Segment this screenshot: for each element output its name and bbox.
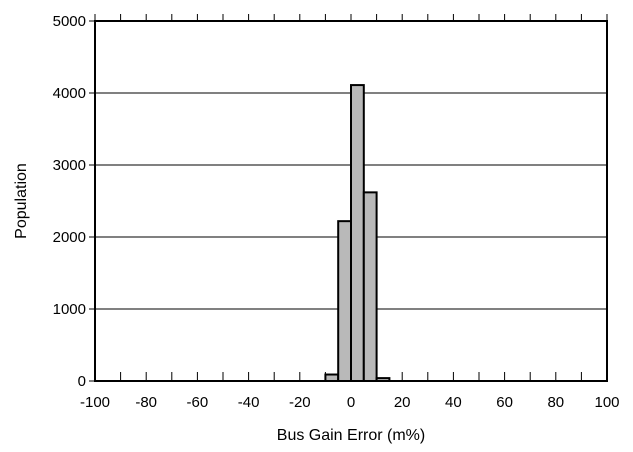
y-tick-label: 1000 (53, 301, 86, 318)
axis-ticks (89, 14, 608, 382)
x-tick-label: -60 (187, 394, 209, 411)
bars (324, 84, 391, 383)
y-tick-label: 3000 (53, 157, 86, 174)
y-tick-label: 5000 (53, 13, 86, 30)
x-tick-label: -40 (238, 394, 260, 411)
histogram-bar (350, 84, 365, 383)
x-tick-label: 20 (394, 394, 411, 411)
x-tick-label: 80 (547, 394, 564, 411)
y-tick-label: 4000 (53, 85, 86, 102)
x-tick-label: -20 (289, 394, 311, 411)
x-tick-label: 60 (496, 394, 513, 411)
tick-labels: -100 -80 -60 -40 -20 0 20 40 60 80 100010002000300… (53, 13, 620, 411)
x-tick-label: 0 (347, 394, 355, 411)
x-tick-label: -80 (135, 394, 157, 411)
y-tick-label: 0 (78, 373, 86, 390)
y-axis-title: Population (13, 163, 30, 239)
x-tick-label: -100 (80, 394, 110, 411)
plot-frame (94, 20, 608, 382)
histogram-bar (337, 220, 353, 382)
histogram-bar (362, 191, 378, 382)
x-axis-title: Bus Gain Error (m%) (277, 427, 425, 444)
x-tick-label: 40 (445, 394, 462, 411)
y-tick-label: 2000 (53, 229, 86, 246)
x-tick-label: 100 (594, 394, 619, 411)
